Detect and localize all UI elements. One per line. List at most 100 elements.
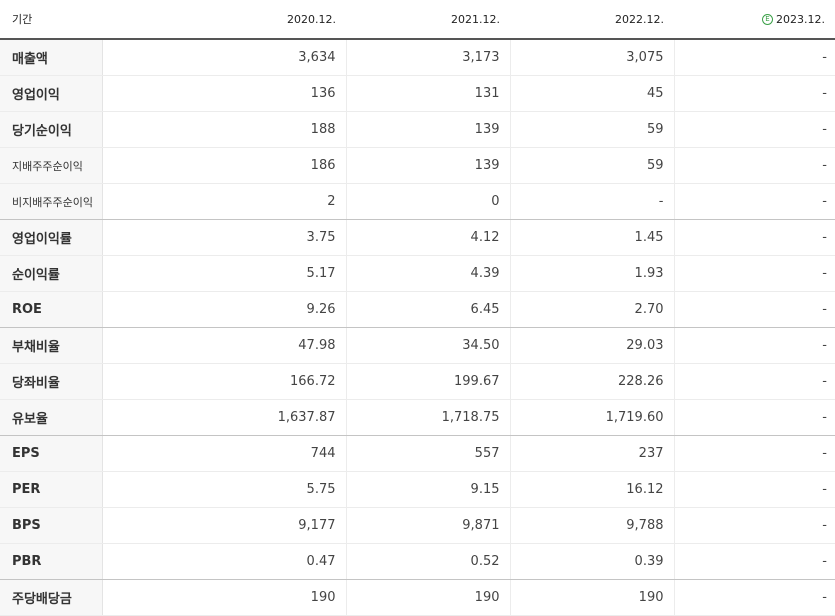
cell-value: 139: [346, 147, 511, 184]
row-label: 주당배당금: [0, 579, 103, 616]
cell-value: 29.03: [510, 327, 675, 364]
table-row-operating-profit: 영업이익 136 131 45 -: [0, 75, 835, 112]
cell-value: 166.72: [102, 363, 347, 400]
cell-value: 6.45: [346, 291, 511, 328]
cell-value: 3,075: [510, 39, 675, 76]
cell-value: 4.12: [346, 219, 511, 256]
cell-value: 0.52: [346, 543, 511, 580]
cell-value: -: [674, 543, 835, 580]
cell-value: 3,173: [346, 39, 511, 76]
cell-value: -: [674, 507, 835, 544]
cell-value: -: [674, 579, 835, 616]
cell-value: 59: [510, 147, 675, 184]
cell-value: 188: [102, 111, 347, 148]
row-label: ROE: [0, 291, 103, 328]
period-2021: 2021.12.: [346, 0, 510, 40]
table-row-pbr: PBR 0.47 0.52 0.39 -: [0, 543, 835, 580]
cell-value: 47.98: [102, 327, 347, 364]
row-label: 순이익률: [0, 255, 103, 292]
cell-value: 1.45: [510, 219, 675, 256]
table-row-controlling-net-income: 지배주주순이익 186 139 59 -: [0, 147, 835, 184]
cell-value: -: [674, 327, 835, 364]
cell-value: -: [674, 219, 835, 256]
cell-value: -: [674, 435, 835, 472]
period-2023-estimate: E 2023.12.: [674, 0, 835, 40]
cell-value: 1.93: [510, 255, 675, 292]
table-row-revenue: 매출액 3,634 3,173 3,075 -: [0, 39, 835, 76]
cell-value: 59: [510, 111, 675, 148]
cell-value: 190: [510, 579, 675, 616]
table-row-operating-margin: 영업이익률 3.75 4.12 1.45 -: [0, 219, 835, 256]
cell-value: 5.17: [102, 255, 347, 292]
row-label: 유보율: [0, 399, 103, 436]
cell-value: -: [674, 363, 835, 400]
cell-value: 16.12: [510, 471, 675, 508]
cell-value: 3,634: [102, 39, 347, 76]
cell-value: 5.75: [102, 471, 347, 508]
cell-value: 2: [102, 183, 347, 220]
row-label: 지배주주순이익: [0, 147, 103, 184]
cell-value: 237: [510, 435, 675, 472]
cell-value: -: [674, 471, 835, 508]
cell-value: 2.70: [510, 291, 675, 328]
cell-value: 1,719.60: [510, 399, 675, 436]
table-row-dividend-per-share: 주당배당금 190 190 190 -: [0, 579, 835, 616]
cell-value: 139: [346, 111, 511, 148]
cell-value: 1,637.87: [102, 399, 347, 436]
cell-value: 199.67: [346, 363, 511, 400]
cell-value: 744: [102, 435, 347, 472]
table-row-reserve-ratio: 유보율 1,637.87 1,718.75 1,719.60 -: [0, 399, 835, 436]
row-label: 영업이익률: [0, 219, 103, 256]
cell-value: 9,871: [346, 507, 511, 544]
cell-value: -: [674, 147, 835, 184]
table-row-net-margin: 순이익률 5.17 4.39 1.93 -: [0, 255, 835, 292]
row-label: EPS: [0, 435, 103, 472]
cell-value: 3.75: [102, 219, 347, 256]
cell-value: -: [510, 183, 675, 220]
period-header: 기간: [0, 0, 102, 40]
cell-value: 9,788: [510, 507, 675, 544]
cell-value: 186: [102, 147, 347, 184]
cell-value: 0.39: [510, 543, 675, 580]
row-label: 매출액: [0, 39, 103, 76]
cell-value: 9.26: [102, 291, 347, 328]
row-label: PER: [0, 471, 103, 508]
cell-value: 190: [346, 579, 511, 616]
row-label: BPS: [0, 507, 103, 544]
cell-value: 34.50: [346, 327, 511, 364]
table-row-debt-ratio: 부채비율 47.98 34.50 29.03 -: [0, 327, 835, 364]
row-label: 영업이익: [0, 75, 103, 112]
cell-value: 9,177: [102, 507, 347, 544]
cell-value: 1,718.75: [346, 399, 511, 436]
cell-value: 0.47: [102, 543, 347, 580]
table-row-roe: ROE 9.26 6.45 2.70 -: [0, 291, 835, 328]
row-label: 당기순이익: [0, 111, 103, 148]
cell-value: 45: [510, 75, 675, 112]
table-header-row: 기간 2020.12. 2021.12. 2022.12. E 2023.12.: [0, 0, 835, 40]
cell-value: 131: [346, 75, 511, 112]
cell-value: -: [674, 183, 835, 220]
cell-value: -: [674, 291, 835, 328]
cell-value: -: [674, 111, 835, 148]
table-row-noncontrolling-net-income: 비지배주주순이익 2 0 - -: [0, 183, 835, 220]
table-row-quick-ratio: 당좌비율 166.72 199.67 228.26 -: [0, 363, 835, 400]
table-row-eps: EPS 744 557 237 -: [0, 435, 835, 472]
period-2020: 2020.12.: [102, 0, 346, 40]
table-row-net-income: 당기순이익 188 139 59 -: [0, 111, 835, 148]
cell-value: 9.15: [346, 471, 511, 508]
cell-value: 190: [102, 579, 347, 616]
cell-value: 557: [346, 435, 511, 472]
cell-value: 0: [346, 183, 511, 220]
cell-value: -: [674, 75, 835, 112]
period-2023-label: 2023.12.: [776, 12, 825, 26]
row-label: 당좌비율: [0, 363, 103, 400]
row-label: PBR: [0, 543, 103, 580]
cell-value: -: [674, 399, 835, 436]
table-row-bps: BPS 9,177 9,871 9,788 -: [0, 507, 835, 544]
e-estimate-icon: E: [762, 14, 774, 25]
row-label: 부채비율: [0, 327, 103, 364]
period-2022: 2022.12.: [510, 0, 674, 40]
cell-value: -: [674, 255, 835, 292]
cell-value: 136: [102, 75, 347, 112]
cell-value: 228.26: [510, 363, 675, 400]
